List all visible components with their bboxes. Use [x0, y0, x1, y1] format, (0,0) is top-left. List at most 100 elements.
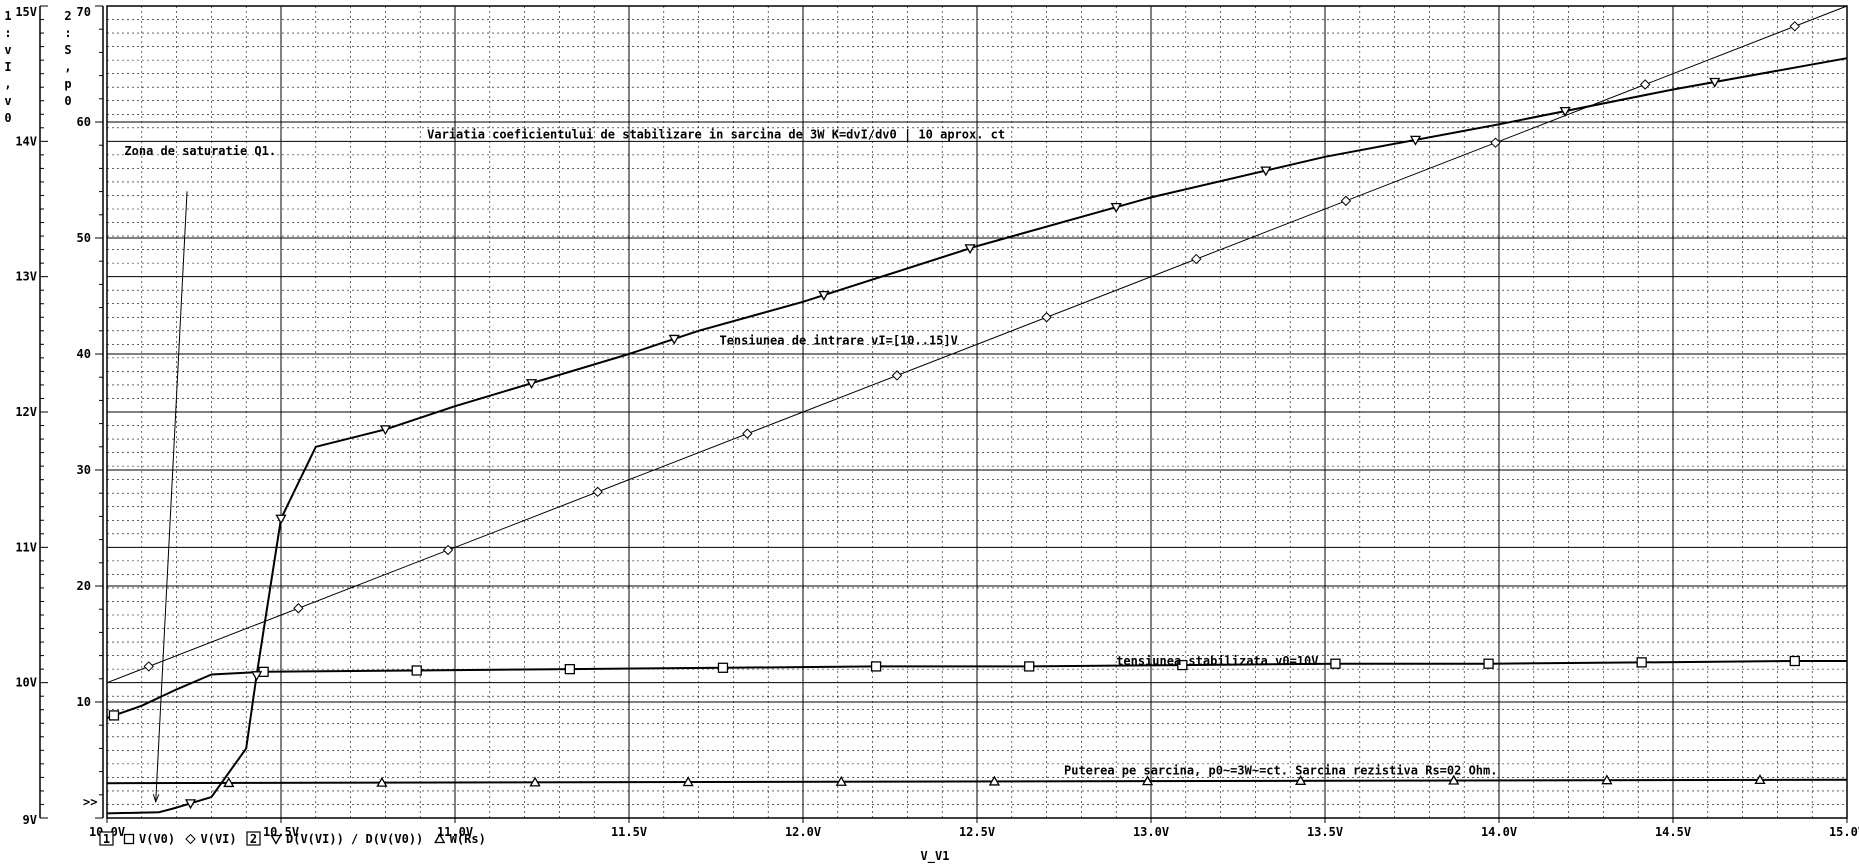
marker-tri-down	[964, 244, 976, 255]
marker-diamond	[442, 544, 454, 556]
legend-axis-box	[246, 831, 261, 846]
marker-tri-up	[434, 833, 446, 844]
marker-tri-down	[1709, 77, 1721, 88]
marker-diamond	[1639, 79, 1651, 90]
marker-tri-up	[988, 775, 1001, 786]
marker-diamond	[185, 833, 196, 845]
marker-tri-down	[275, 514, 287, 525]
tick-labels: 10.0V10.5V11.0V11.5V12.0V12.5V13.0V13.5V…	[15, 5, 1859, 839]
marker-tri-up	[223, 777, 235, 788]
marker-diamond	[891, 370, 903, 381]
marker-tri-up	[376, 776, 388, 787]
annotation-1: Zona de saturatie Q1.	[124, 144, 276, 158]
marker-tri-up	[835, 775, 847, 786]
annotation-arrow	[155, 191, 188, 802]
marker-tri-down	[1559, 106, 1571, 117]
x-tick-label: 11.0V	[437, 825, 473, 839]
marker-square	[717, 662, 729, 673]
axis1-tick-label: 15V	[15, 5, 37, 19]
legend-item-label: V(VI)	[201, 832, 237, 846]
axis2-label-char: 0	[64, 94, 71, 108]
x-tick-label: 12.5V	[959, 825, 995, 839]
marker-square	[411, 665, 422, 676]
marker-tri-down	[1260, 166, 1272, 177]
marker-diamond	[1340, 195, 1352, 207]
marker-diamond	[1490, 137, 1501, 148]
axis1-label-char: 1	[4, 9, 11, 23]
annotation-0: Variatia coeficientului de stabilizare i…	[427, 128, 1005, 142]
marker-square	[564, 663, 575, 675]
annotations: Variatia coeficientului de stabilizare i…	[124, 128, 1497, 804]
legend-item-label: V(V0)	[139, 832, 175, 846]
plot-frame	[39, 5, 1848, 823]
marker-diamond	[143, 661, 154, 672]
marker-diamond	[592, 486, 603, 498]
series-line-0	[106, 660, 1847, 719]
axis1-label-char: ,	[4, 77, 11, 91]
axis2-pointer: >>	[83, 795, 97, 809]
axis2-tick-label: 10	[77, 695, 91, 709]
marker-diamond	[293, 603, 304, 614]
marker-diamond	[742, 428, 753, 439]
x-tick-label: 14.5V	[1655, 825, 1691, 839]
marker-square	[1024, 661, 1035, 672]
marker-tri-up	[1601, 774, 1613, 785]
marker-tri-up	[1448, 774, 1460, 785]
legend-axis-number: 2	[250, 832, 257, 846]
axis2-tick-label: 60	[77, 115, 91, 129]
axis1-tick-label: 14V	[15, 134, 37, 148]
x-tick-label: 12.0V	[785, 825, 821, 839]
axis1-tick-label: 12V	[15, 405, 37, 419]
axis1-label-char: :	[4, 26, 11, 40]
legend-axis-box	[99, 831, 114, 846]
x-axis-label: V_V1	[921, 849, 950, 864]
axis2-tick-label: 40	[77, 347, 91, 361]
axis2-label-char: p	[64, 77, 71, 91]
annotation-2: Tensiunea de intrare vI=[10..15]V	[719, 333, 957, 347]
axis2-label-char: ,	[64, 60, 71, 74]
axis1-tick-label: 10V	[15, 676, 37, 690]
marker-tri-down	[251, 671, 263, 682]
marker-square	[1789, 655, 1800, 667]
marker-tri-down	[525, 379, 538, 390]
marker-tri-up	[1295, 774, 1307, 785]
axis1-label-char: v	[4, 94, 11, 108]
marker-tri-up	[1754, 774, 1766, 785]
axis1-tick-label: 9V	[23, 813, 37, 827]
series-line-1	[106, 5, 1848, 684]
axis1-label-char: I	[4, 60, 11, 74]
axis2-label-char: 2	[64, 9, 71, 23]
marker-tri-down	[668, 334, 680, 345]
axis-labels: 1:vI,v02:S,p0V_V1	[4, 9, 949, 864]
marker-tri-up	[682, 776, 694, 787]
annotation-4: Puterea pe sarcina, p0~=3W~=ct. Sarcina …	[1064, 764, 1497, 778]
marker-diamond	[1041, 312, 1052, 323]
marker-diamond	[1191, 253, 1202, 265]
axis2-tick-label: 30	[77, 463, 91, 477]
marker-tri-up	[1141, 775, 1154, 786]
x-tick-label: 11.5V	[611, 825, 647, 839]
axis1-label-char: 0	[4, 111, 11, 125]
marker-square	[1636, 657, 1647, 668]
series-line-2	[106, 57, 1848, 815]
legend-axis-number: 1	[103, 832, 110, 846]
x-tick-label: 13.0V	[1133, 825, 1169, 839]
axis2-tick-label: 20	[77, 579, 91, 593]
x-tick-label: 13.5V	[1307, 825, 1343, 839]
marker-tri-up	[529, 776, 541, 787]
plot-grid	[106, 5, 1848, 819]
marker-diamond	[1789, 21, 1801, 32]
x-tick-label: 15.0V	[1829, 825, 1859, 839]
marker-tri-down	[184, 799, 197, 810]
marker-square	[870, 661, 882, 672]
axis2-tick-label: 70	[77, 5, 91, 19]
arrow-head	[152, 793, 160, 804]
axis2-label-char: :	[64, 26, 71, 40]
annotation-3: tensiunea stabilizata v0=10V	[1116, 654, 1318, 668]
legend-item-label: D(V(VI)) / D(V(V0))	[286, 832, 423, 846]
marker-square	[1483, 658, 1494, 669]
legend-item-label: W(Rs)	[450, 832, 486, 846]
marker-square	[108, 710, 120, 721]
marker-tri-down	[379, 425, 392, 436]
